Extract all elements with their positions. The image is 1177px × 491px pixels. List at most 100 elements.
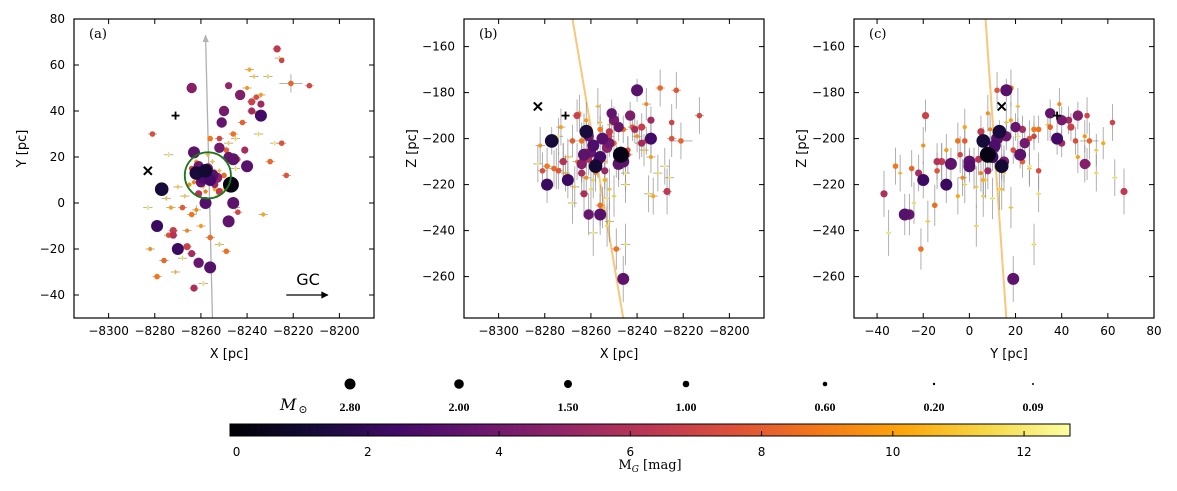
star-point bbox=[230, 131, 237, 137]
x-tick-label: −8280 bbox=[524, 324, 565, 338]
star-point bbox=[203, 189, 208, 194]
star-point bbox=[536, 162, 540, 166]
star-point bbox=[573, 112, 581, 120]
star-point bbox=[257, 132, 261, 136]
panel-c-label: (c) bbox=[869, 27, 886, 42]
star-point bbox=[992, 124, 1007, 139]
panel-a-label: (a) bbox=[89, 27, 107, 42]
cluster-radius-circle bbox=[183, 151, 232, 200]
star-point bbox=[976, 134, 991, 148]
star-point bbox=[557, 134, 561, 138]
star-point bbox=[673, 87, 680, 94]
star-point bbox=[267, 158, 273, 165]
star-point bbox=[596, 104, 600, 108]
y-tick-label: −180 bbox=[812, 86, 845, 100]
mass-legend-entry: 2.80 bbox=[340, 378, 361, 414]
star-point bbox=[248, 107, 256, 115]
star-point bbox=[1004, 121, 1008, 124]
colorbar-tick-label: 0 bbox=[233, 445, 241, 459]
star-point bbox=[194, 207, 199, 212]
star-point bbox=[247, 67, 252, 72]
star-point bbox=[217, 242, 221, 246]
panel-a: −8300 −8280 −8260 −8240 −8220 −8200 −40 −20 0 20 4… bbox=[15, 12, 375, 362]
star-point bbox=[663, 164, 667, 168]
star-point bbox=[1072, 138, 1079, 144]
star-point bbox=[551, 165, 557, 172]
x-tick-label: −8300 bbox=[88, 324, 129, 338]
star-point bbox=[963, 183, 967, 187]
star-point bbox=[216, 117, 227, 128]
star-point bbox=[644, 132, 657, 145]
star-point bbox=[261, 212, 266, 217]
x-tick-label: 40 bbox=[1054, 324, 1069, 338]
colorbar-ticks: 0 2 4 6 8 10 12 bbox=[233, 431, 1032, 459]
star-point bbox=[594, 208, 607, 221]
star-point bbox=[1094, 148, 1098, 152]
star-point bbox=[1072, 110, 1084, 121]
star-point bbox=[648, 155, 653, 159]
mass-legend: M ⊙ 2.80 2.00 1.50 1.00 0.60 0.20 0.09 bbox=[279, 378, 1044, 416]
panel-a-xlabel: X [pc] bbox=[210, 347, 249, 362]
star-point bbox=[223, 248, 230, 255]
star-point bbox=[1032, 242, 1036, 246]
plus-marker bbox=[171, 111, 180, 120]
star-point bbox=[1084, 112, 1090, 119]
star-point bbox=[221, 172, 227, 179]
star-point bbox=[678, 138, 684, 144]
mass-legend-marker bbox=[932, 382, 936, 386]
star-point bbox=[602, 178, 607, 182]
star-point bbox=[597, 202, 603, 209]
star-point bbox=[638, 123, 646, 131]
star-point bbox=[1016, 104, 1020, 108]
star-point bbox=[578, 138, 585, 144]
star-point bbox=[994, 159, 1009, 173]
star-point bbox=[1014, 148, 1027, 161]
star-point bbox=[201, 282, 205, 285]
star-point bbox=[227, 141, 231, 145]
star-point bbox=[647, 116, 655, 124]
mass-legend-marker bbox=[344, 378, 356, 390]
star-point bbox=[981, 178, 986, 182]
plus-marker bbox=[561, 111, 570, 120]
mass-legend-label: 2.00 bbox=[449, 400, 470, 414]
star-point bbox=[612, 194, 616, 198]
y-tick-label: −240 bbox=[812, 224, 845, 238]
star-point bbox=[185, 228, 190, 233]
star-point bbox=[167, 153, 171, 157]
star-point bbox=[207, 135, 213, 142]
star-point bbox=[668, 119, 675, 126]
star-point bbox=[607, 187, 611, 191]
star-point bbox=[624, 242, 628, 246]
star-point bbox=[148, 247, 153, 251]
star-point bbox=[898, 171, 902, 175]
star-point bbox=[663, 187, 671, 196]
star-point bbox=[174, 270, 178, 274]
colorbar-label-sub: G bbox=[632, 465, 639, 475]
star-point bbox=[617, 272, 630, 285]
y-tick-label: 40 bbox=[50, 104, 65, 118]
star-point bbox=[988, 127, 993, 132]
axes-frame bbox=[73, 18, 375, 319]
star-point bbox=[212, 187, 217, 192]
star-point bbox=[613, 121, 624, 133]
mass-legend-marker bbox=[564, 380, 572, 388]
star-point bbox=[288, 80, 294, 87]
star-point bbox=[217, 169, 221, 173]
mass-legend-label: 0.60 bbox=[815, 400, 836, 414]
y-tick-label: −240 bbox=[422, 224, 455, 238]
mass-legend-entries: 2.80 2.00 1.50 1.00 0.60 0.20 0.09 bbox=[340, 378, 1044, 414]
mass-legend-entry: 1.00 bbox=[676, 380, 697, 414]
mass-legend-label: 0.09 bbox=[1023, 400, 1044, 414]
star-point bbox=[207, 234, 213, 241]
panel-b-ylabel: Z [pc] bbox=[405, 129, 420, 168]
star-point bbox=[576, 158, 587, 170]
star-point bbox=[1101, 141, 1106, 146]
panel-c-ylabel: Z [pc] bbox=[795, 129, 810, 168]
star-point bbox=[193, 257, 204, 268]
mass-legend-label: 0.20 bbox=[924, 400, 945, 414]
star-point bbox=[227, 197, 240, 209]
panel-b-xlabel: X [pc] bbox=[600, 347, 639, 362]
star-point bbox=[204, 261, 217, 274]
star-point bbox=[186, 82, 197, 94]
mass-legend-entry: 0.60 bbox=[815, 381, 836, 414]
